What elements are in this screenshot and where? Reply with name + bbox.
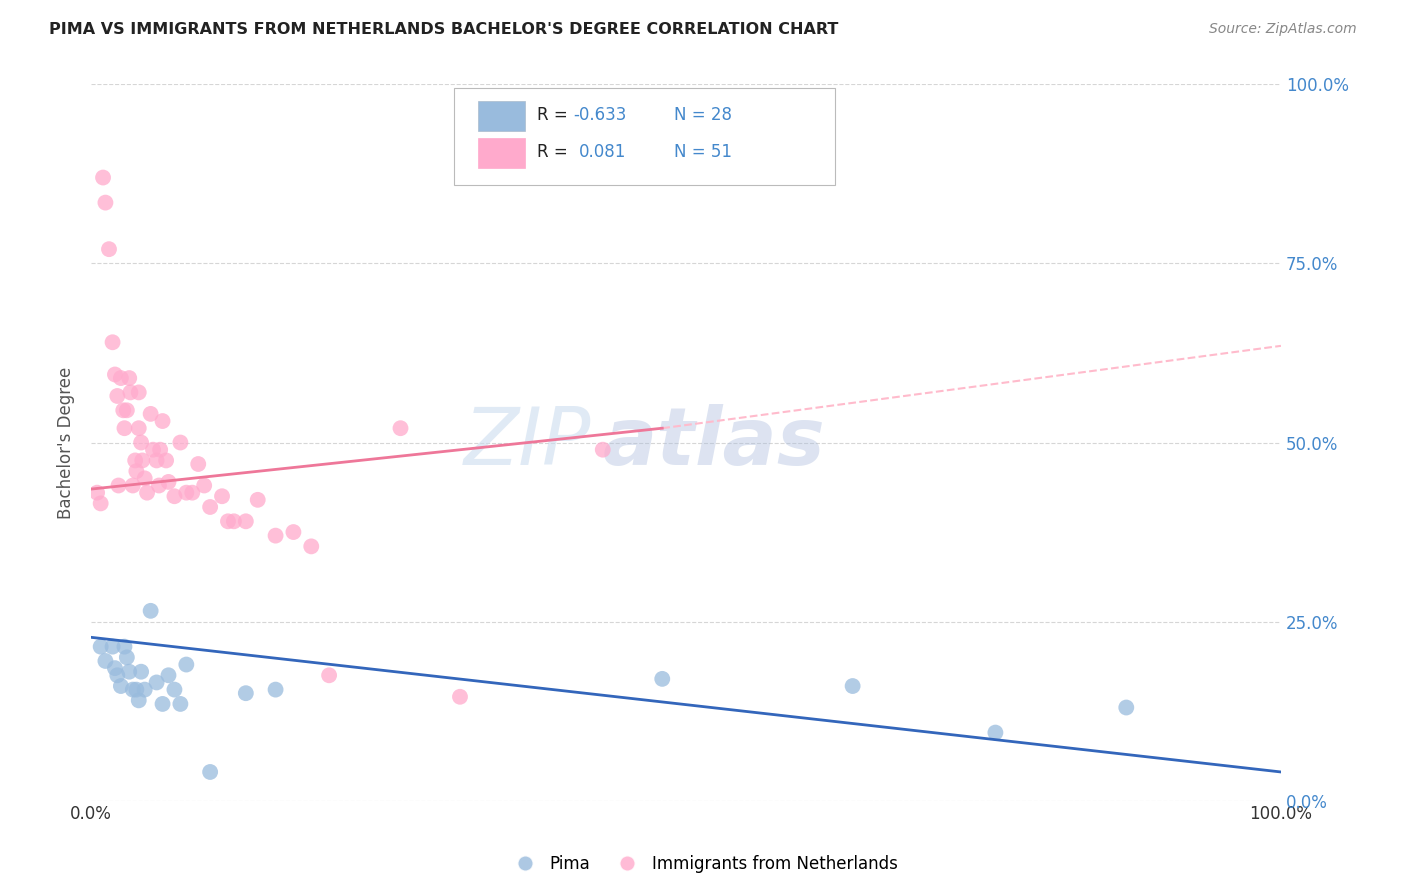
Point [112, 403, 135, 417]
Point [152, 414, 174, 428]
Point [94, 654, 117, 668]
Point [128, 421, 150, 435]
Text: 0.081: 0.081 [579, 144, 626, 161]
Text: N = 28: N = 28 [673, 106, 733, 124]
Point [115, 650, 138, 665]
Point [841, 679, 863, 693]
Text: atlas: atlas [603, 403, 825, 482]
Point [101, 640, 124, 654]
Point [110, 371, 132, 385]
Y-axis label: Bachelor's Degree: Bachelor's Degree [58, 367, 75, 518]
Point [104, 661, 127, 675]
Point [90, 640, 112, 654]
Point [98, 242, 121, 256]
Point [155, 453, 177, 467]
Point [163, 489, 186, 503]
Point [124, 453, 146, 467]
Point [139, 604, 162, 618]
Text: PIMA VS IMMIGRANTS FROM NETHERLANDS BACHELOR'S DEGREE CORRELATION CHART: PIMA VS IMMIGRANTS FROM NETHERLANDS BACH… [49, 22, 838, 37]
Point [157, 668, 180, 682]
Point [235, 514, 257, 528]
Text: N = 51: N = 51 [673, 144, 733, 161]
Point [120, 385, 142, 400]
Point [107, 478, 129, 492]
Point [131, 453, 153, 467]
Point [222, 514, 245, 528]
Point [264, 682, 287, 697]
Point [110, 679, 132, 693]
Point [217, 514, 239, 528]
Point [94, 195, 117, 210]
Point [1115, 700, 1137, 714]
Point [90, 496, 112, 510]
Text: -0.633: -0.633 [574, 106, 627, 124]
Point [91, 170, 114, 185]
Point [193, 478, 215, 492]
Point [264, 528, 287, 542]
Point [125, 464, 148, 478]
Point [389, 421, 412, 435]
Point [139, 407, 162, 421]
Point [318, 668, 340, 682]
Point [152, 697, 174, 711]
Point [114, 640, 136, 654]
Point [104, 368, 127, 382]
Point [198, 764, 221, 779]
Point [129, 665, 152, 679]
Bar [478, 138, 526, 169]
Point [128, 693, 150, 707]
Point [211, 489, 233, 503]
Bar [478, 101, 526, 131]
Point [283, 524, 305, 539]
Point [299, 540, 322, 554]
Point [169, 435, 191, 450]
Point [145, 675, 167, 690]
Point [149, 442, 172, 457]
Point [118, 371, 141, 385]
Point [114, 421, 136, 435]
Point [651, 672, 673, 686]
Point [235, 686, 257, 700]
Point [148, 478, 170, 492]
Point [176, 657, 198, 672]
Point [157, 475, 180, 489]
Point [592, 442, 614, 457]
Point [121, 682, 143, 697]
Point [134, 682, 156, 697]
FancyBboxPatch shape [454, 88, 835, 185]
Text: R =: R = [537, 144, 579, 161]
Point [142, 442, 165, 457]
Point [181, 485, 204, 500]
Point [246, 492, 269, 507]
Point [145, 453, 167, 467]
Point [115, 403, 138, 417]
Point [134, 471, 156, 485]
Point [187, 457, 209, 471]
Point [136, 485, 159, 500]
Text: R =: R = [537, 106, 574, 124]
Point [105, 668, 128, 682]
Point [118, 665, 141, 679]
Point [125, 682, 148, 697]
Point [984, 725, 1007, 739]
Point [101, 335, 124, 350]
Point [121, 478, 143, 492]
Text: ZIP: ZIP [464, 403, 591, 482]
Point [128, 385, 150, 400]
Point [163, 682, 186, 697]
Point [449, 690, 471, 704]
Legend: Pima, Immigrants from Netherlands: Pima, Immigrants from Netherlands [502, 848, 904, 880]
Text: Source: ZipAtlas.com: Source: ZipAtlas.com [1209, 22, 1357, 37]
Point [169, 697, 191, 711]
Point [198, 500, 221, 514]
Point [86, 485, 108, 500]
Point [176, 485, 198, 500]
Point [105, 389, 128, 403]
Point [129, 435, 152, 450]
